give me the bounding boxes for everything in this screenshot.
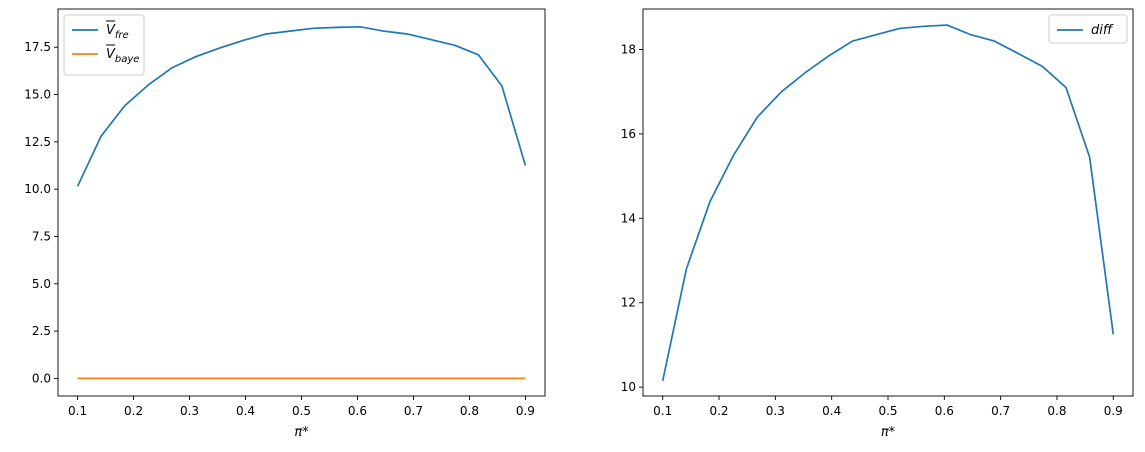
x-tick-label: 0.9 [516, 404, 535, 418]
y-tick-label: 17.5 [24, 40, 51, 54]
x-tick-label: 0.3 [766, 404, 785, 418]
x-tick-label: 0.7 [404, 404, 423, 418]
x-tick-label: 0.2 [124, 404, 143, 418]
legend-label-main: V [106, 23, 116, 38]
y-tick-label: 16 [621, 127, 636, 141]
chart-panel-1: 0.1 0.2 0.3 0.4 0.5 0.6 0.7 0.8 0.9 0.0 2.5 5.0 7.5 1… [24, 8, 546, 440]
series-line-1 [76, 25, 527, 187]
y-tick-label: 12.5 [24, 135, 51, 149]
y-tick-label: 5.0 [32, 277, 51, 291]
x-tick-label: 0.4 [236, 404, 255, 418]
legend-label: Vfre [106, 23, 129, 41]
legend-label-main: V [106, 47, 116, 62]
x-axis-label: π* [294, 425, 309, 440]
x-tick-label: 0.9 [1104, 404, 1123, 418]
plot-frame [642, 8, 1134, 397]
x-tick-label: 0.3 [180, 404, 199, 418]
y-tick-label: 14 [621, 211, 636, 225]
chart-panel-2: 0.1 0.2 0.3 0.4 0.5 0.6 0.7 0.8 0.9 10 12 14 16 18 π* d… [621, 8, 1134, 440]
y-tick-label: 18 [621, 43, 636, 57]
x-tick-label: 0.7 [991, 404, 1010, 418]
y-tick-label: 10 [621, 380, 636, 394]
y-tick-label: 12 [621, 296, 636, 310]
x-tick-label: 0.5 [292, 404, 311, 418]
y-tick-label: 2.5 [32, 324, 51, 338]
x-tick-label: 0.8 [1047, 404, 1066, 418]
series-line-1 [661, 24, 1115, 381]
x-tick-label: 0.1 [68, 404, 87, 418]
legend-label: Vbaye [106, 47, 139, 65]
x-tick-label: 0.8 [460, 404, 479, 418]
x-tick-label: 0.2 [709, 404, 728, 418]
x-tick-label: 0.6 [935, 404, 954, 418]
legend-box [63, 14, 145, 76]
y-tick-label: 0.0 [32, 371, 51, 385]
x-axis-label: π* [881, 425, 896, 440]
y-tick-label: 7.5 [32, 229, 51, 243]
legend-box [1048, 14, 1128, 44]
x-tick-label: 0.4 [822, 404, 841, 418]
legend-label-subscript: baye [115, 54, 140, 65]
legend-label: diff [1091, 23, 1114, 38]
legend-label-subscript: fre [115, 30, 129, 41]
y-tick-label: 10.0 [24, 182, 51, 196]
x-tick-label: 0.6 [348, 404, 367, 418]
legend: diff [1048, 14, 1128, 44]
y-tick-label: 15.0 [24, 88, 51, 102]
x-tick-label: 0.1 [653, 404, 672, 418]
x-tick-label: 0.5 [878, 404, 897, 418]
